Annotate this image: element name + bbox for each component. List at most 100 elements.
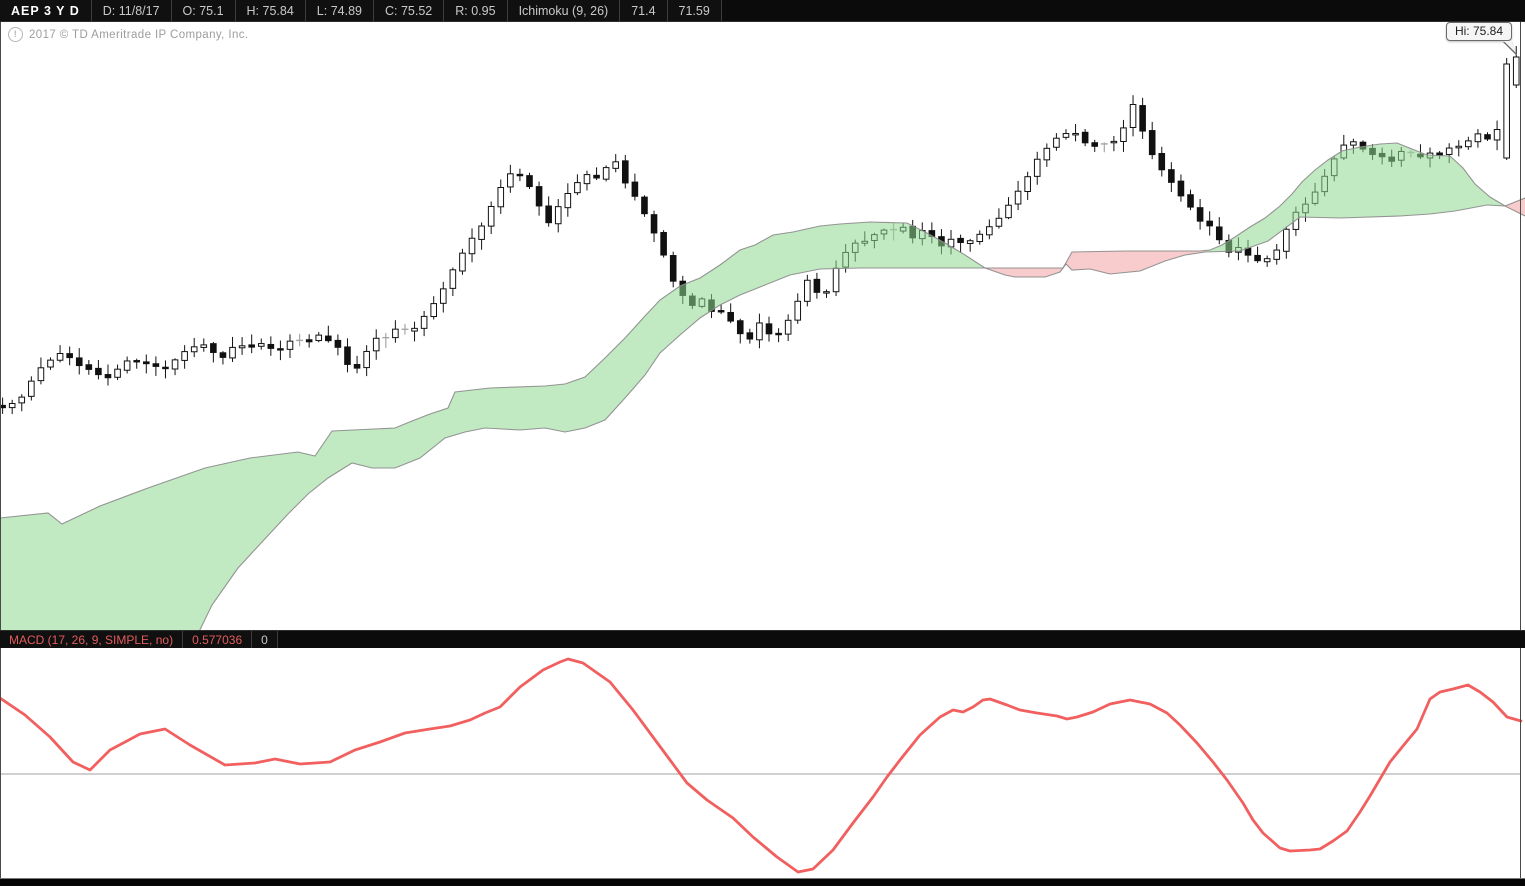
candle — [995, 208, 1003, 229]
price-chart-panel[interactable]: ! 2017 © TD Ameritrade IP Company, Inc. … — [0, 22, 1525, 630]
candle — [794, 293, 802, 324]
candle — [1168, 162, 1175, 192]
macd-line-chart[interactable] — [0, 648, 1525, 878]
cloud-lower-edge — [199, 204, 1525, 630]
candle — [372, 329, 380, 360]
candle — [564, 183, 572, 217]
candle — [401, 323, 409, 335]
header-cell: L: 74.89 — [305, 0, 374, 21]
symbol-timeframe-cell: AEP 3 Y D — [0, 0, 92, 21]
candle — [1110, 135, 1118, 152]
candle — [296, 333, 304, 347]
panel-right-border — [1520, 648, 1521, 878]
candle — [1273, 243, 1281, 265]
candle — [1196, 198, 1204, 230]
candle — [497, 179, 505, 214]
candle — [37, 357, 45, 385]
candle — [1283, 226, 1290, 259]
header-cell: C: 75.52 — [373, 0, 445, 21]
candle — [238, 337, 246, 355]
candle — [430, 296, 437, 320]
candle — [602, 165, 610, 182]
candle — [1465, 136, 1472, 150]
candle — [976, 230, 984, 245]
candle — [1503, 58, 1510, 160]
candle — [1014, 180, 1022, 211]
candle — [162, 360, 169, 379]
candle — [267, 336, 275, 356]
candle — [8, 399, 16, 415]
candle — [200, 338, 208, 352]
candle — [487, 201, 495, 235]
header-cell: D: 11/8/17 — [91, 0, 172, 21]
header-cell: Ichimoku (9, 26) — [507, 0, 621, 21]
candle — [650, 210, 658, 243]
header-cell: 71.59 — [667, 0, 722, 21]
candle — [18, 394, 26, 412]
header-cell: O: 75.1 — [171, 0, 236, 21]
candle — [1024, 171, 1031, 200]
candle — [344, 338, 351, 373]
candle — [439, 281, 447, 313]
candle — [1493, 120, 1501, 151]
candle — [736, 318, 744, 344]
candle — [631, 173, 639, 201]
candle — [804, 274, 811, 307]
candle — [1206, 211, 1213, 236]
header-cell: 71.4 — [620, 0, 668, 21]
candle — [966, 238, 974, 252]
candle — [1512, 46, 1520, 88]
ichimoku-cloud-green — [1206, 143, 1505, 252]
candle — [1100, 142, 1108, 153]
candle — [1091, 139, 1099, 152]
candle — [47, 357, 54, 370]
info-circle-icon: ! — [8, 27, 23, 42]
candle — [516, 168, 524, 182]
candle — [114, 364, 121, 381]
candle — [1158, 146, 1166, 177]
candle — [1005, 197, 1012, 220]
candle — [104, 364, 112, 386]
candle — [459, 248, 466, 275]
candle — [1187, 189, 1194, 211]
copyright-notice: ! 2017 © TD Ameritrade IP Company, Inc. — [8, 27, 249, 42]
candle — [277, 340, 284, 361]
candle — [612, 154, 620, 173]
candle — [56, 345, 64, 363]
candle — [1215, 217, 1223, 245]
candle — [305, 334, 313, 348]
candle — [325, 325, 332, 343]
candle — [545, 196, 552, 227]
candle — [1043, 143, 1051, 167]
high-price-bubble: Hi: 75.84 — [1445, 22, 1512, 41]
candlestick-ichimoku-chart[interactable] — [0, 22, 1525, 630]
candle — [1484, 132, 1491, 141]
macd-panel[interactable] — [0, 648, 1525, 879]
candle — [622, 154, 629, 189]
ichimoku-cloud-green — [0, 222, 985, 630]
header-cell: R: 0.95 — [444, 0, 508, 21]
candle — [449, 267, 457, 297]
candle — [133, 358, 141, 369]
candle — [813, 272, 821, 299]
candle — [1148, 121, 1156, 160]
macd-zero-label: 0 — [252, 631, 278, 648]
candle — [775, 328, 782, 343]
candle — [478, 222, 485, 250]
candle — [152, 356, 160, 376]
panel-left-border — [0, 22, 1, 630]
candle — [535, 181, 543, 216]
candle — [229, 336, 236, 362]
candle — [717, 304, 725, 315]
candle — [756, 313, 763, 349]
candle — [1474, 129, 1482, 148]
candle — [765, 316, 773, 342]
candle — [1455, 140, 1463, 157]
candle — [219, 351, 227, 365]
candle — [181, 345, 188, 369]
candle — [392, 320, 399, 343]
candle — [210, 341, 217, 363]
candle — [66, 346, 73, 366]
candle — [641, 195, 648, 217]
candle — [1053, 133, 1060, 151]
